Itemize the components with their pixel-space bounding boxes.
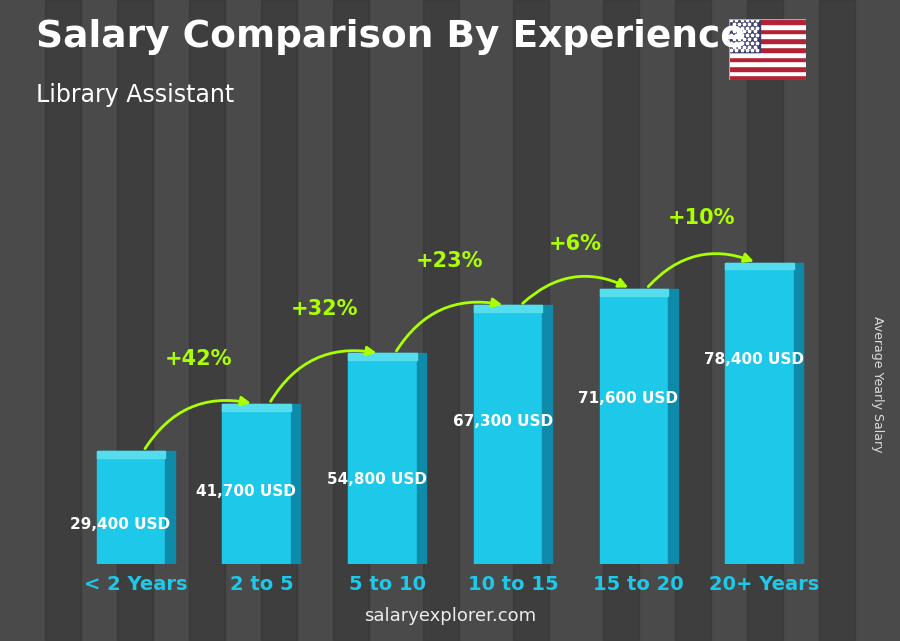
Bar — [819, 0, 855, 641]
Bar — [729, 19, 806, 24]
Bar — [474, 305, 543, 312]
Bar — [96, 451, 166, 564]
Bar — [543, 305, 552, 564]
Bar — [222, 404, 291, 564]
Bar — [729, 43, 806, 47]
Bar — [668, 288, 678, 564]
Text: 78,400 USD: 78,400 USD — [704, 351, 804, 367]
Bar — [423, 0, 459, 641]
Bar — [45, 0, 81, 641]
Text: Average Yearly Salary: Average Yearly Salary — [871, 317, 884, 453]
Bar — [729, 56, 806, 62]
Bar — [729, 66, 806, 71]
Text: salaryexplorer.com: salaryexplorer.com — [364, 607, 536, 625]
Bar — [599, 288, 668, 296]
Text: 67,300 USD: 67,300 USD — [453, 414, 553, 429]
Bar — [729, 38, 806, 43]
Text: +10%: +10% — [668, 208, 735, 228]
Bar — [729, 24, 806, 29]
Bar — [729, 47, 806, 52]
Bar — [729, 29, 806, 33]
Text: 29,400 USD: 29,400 USD — [70, 517, 170, 532]
Bar — [729, 71, 806, 76]
Text: +42%: +42% — [165, 349, 232, 369]
Bar — [348, 353, 417, 360]
Text: +23%: +23% — [416, 251, 484, 271]
Bar — [166, 451, 175, 564]
Bar — [417, 353, 426, 564]
Text: 54,800 USD: 54,800 USD — [327, 472, 427, 487]
Bar — [261, 0, 297, 641]
Text: +6%: +6% — [549, 234, 602, 254]
Bar — [291, 404, 301, 564]
Bar — [729, 76, 806, 80]
Bar — [729, 52, 806, 56]
Bar — [603, 0, 639, 641]
Text: 41,700 USD: 41,700 USD — [196, 485, 296, 499]
Text: Library Assistant: Library Assistant — [36, 83, 234, 107]
Bar — [747, 0, 783, 641]
Bar — [794, 263, 804, 564]
Bar — [729, 62, 806, 66]
Bar — [348, 353, 417, 564]
Bar — [675, 0, 711, 641]
Bar — [333, 0, 369, 641]
Bar — [729, 33, 806, 38]
Text: Salary Comparison By Experience: Salary Comparison By Experience — [36, 19, 746, 55]
Bar — [513, 0, 549, 641]
Bar — [725, 263, 794, 269]
Bar — [729, 19, 760, 52]
Text: +32%: +32% — [291, 299, 358, 319]
Bar — [96, 451, 166, 458]
Bar — [117, 0, 153, 641]
Bar — [222, 404, 291, 411]
Bar — [725, 263, 794, 564]
Text: 71,600 USD: 71,600 USD — [578, 392, 679, 406]
Bar — [599, 288, 668, 564]
Bar — [474, 305, 543, 564]
Bar — [189, 0, 225, 641]
